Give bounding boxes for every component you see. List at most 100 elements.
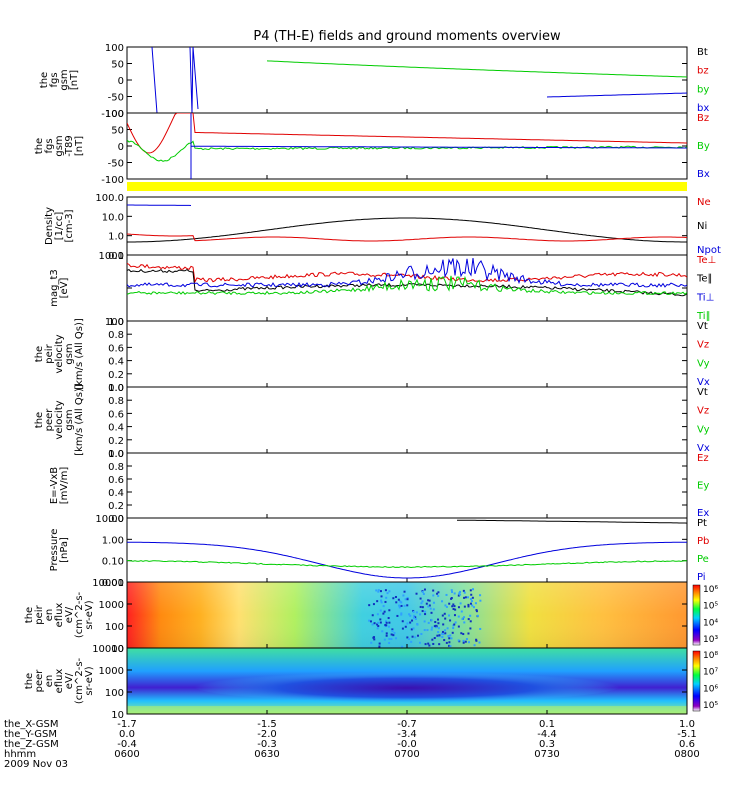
spectrogram-pixel [391,628,394,631]
spectrogram-pixel [394,595,397,598]
spectrogram-pixel [376,613,379,616]
spectrogram-pixel [414,616,417,619]
spectrogram-pixel [396,614,399,617]
y-axis-label-line: peer [34,669,45,693]
trace-te-perp [127,262,687,284]
spectrogram-pixel [462,589,465,592]
legend-Pe: Pe [697,554,709,565]
ephemeris-value: -0.4 [117,739,137,750]
spectrogram-pixel [469,620,472,623]
spectrogram-pixel [376,623,379,626]
spectrogram-pixel [411,635,414,638]
spectrogram-pixel [469,589,472,592]
spectrogram-pixel [472,588,475,591]
spectrogram-pixel [383,638,386,641]
trace-pt [457,519,687,524]
spectrogram-pixel [390,633,393,636]
spectrogram-pixel [437,594,440,597]
y-axis-label-line: the [24,607,35,623]
y-axis-label-line: peir [34,604,45,624]
spectrogram-pixel [473,644,476,647]
y-axis-label-line: [eV] [59,278,70,299]
spectrogram-pixel [380,599,383,602]
ephemeris-value: 0730 [534,749,559,760]
legend-Ne: Ne [697,197,711,208]
spectrogram-pixel [432,642,435,645]
spectrogram-pixel [451,605,454,608]
spectrogram-pixel [459,590,462,593]
spectrogram-pixel [373,622,376,625]
spectrogram-pixel [441,636,444,639]
y-tick-label: 1.0 [108,383,124,394]
spectrogram-pixel [376,627,379,630]
spectrogram-pixel [442,633,445,636]
y-tick-label: 10 [111,644,124,655]
y-axis-label: thepeirvelocitygsm[km/s (All Qs)] [34,318,85,390]
spectrogram-pixel [416,623,419,626]
y-axis-label-line: Density [44,207,55,245]
legend-Ni: Ni [697,221,707,232]
spectrogram-pixel [388,637,391,640]
spectrogram-pixel [410,640,413,643]
colorbar [692,650,701,712]
spectrogram-pixel [368,604,371,607]
spectrogram-pixel [430,618,433,621]
ephemeris-value: 0.6 [679,739,695,750]
spectrogram-pixel [457,615,460,618]
spectrogram-pixel [467,632,470,635]
spectrogram-pixel [390,638,393,641]
spectrogram-pixel [474,602,477,605]
spectrogram-pixel [388,621,391,624]
y-tick-label: -50 [108,159,124,170]
ephemeris-flag-bar [127,182,687,191]
traces [127,204,687,243]
spectrogram-pixel [427,599,430,602]
legend-Bz: Bz [697,113,709,124]
spectrogram-pixel [421,600,424,603]
y-axis-label-line: mag_t3 [49,269,60,307]
legend-Vt: Vt [697,321,708,332]
legend-Pb: Pb [697,536,709,547]
spectrogram-pixel [377,625,380,628]
y-axis-label-line: [nT] [69,70,80,90]
spectrogram-pixel [406,597,409,600]
traces [127,257,687,297]
legend-Npot: Npot [697,245,721,256]
legend-Bx: Bx [697,169,710,180]
spectrogram-pixel [421,590,424,593]
spectrogram-pixel [475,609,478,612]
y-axis-label-line: [nPa] [59,537,70,563]
panel-peer-spec: 10000 1000 100 10 thepeerenefluxeV/(cm^2-s-s… [24,644,718,721]
spectrogram-pixel [424,613,427,616]
y-tick-label: 1.0 [108,232,124,243]
spectrogram-pixel [441,614,444,617]
y-axis-label-line: gsm [59,69,70,90]
spectrogram-pixel [428,604,431,607]
y-axis-label: thepeerenefluxeV/(cm^2-s-sr-eV) [24,657,95,704]
spectrogram-pixel [460,632,463,635]
y-axis-label-line: (cm^2-s- [74,591,85,638]
spectrogram-pixel [446,627,449,630]
spectrogram-pixel [393,631,396,634]
ephemeris-value: 0630 [254,749,279,760]
y-axis-label-line: peer [44,408,55,432]
ephemeris-value: 0800 [674,749,699,760]
spectrogram-pixel [432,601,435,604]
y-tick-label: 0.8 [108,462,124,473]
spectrogram-pixel [444,617,447,620]
panel-efield: 1.0 0.8 0.6 0.4 0.2 0.0 E=-VxB[mV/m] Ez Ey Ex [49,449,709,525]
spectrogram-pixel [429,607,432,610]
y-tick-label: 10000 [92,644,124,655]
ephemeris-value: -0.0 [397,739,417,750]
y-axis-label-line: velocity [54,400,65,439]
colorbar-label: 10⁸ [703,651,718,661]
spectrogram-pixel [479,627,482,630]
spectrogram-pixel [379,621,382,624]
ephemeris-value: 1.0 [679,719,695,730]
y-tick-label: 0.2 [108,436,124,447]
y-axis-label-line: [mV/m] [59,467,70,505]
legend-Vy: Vy [697,424,710,435]
spectrogram-pixel [469,614,472,617]
spectrogram-pixel [423,629,426,632]
spectrogram-pixel [403,604,406,607]
